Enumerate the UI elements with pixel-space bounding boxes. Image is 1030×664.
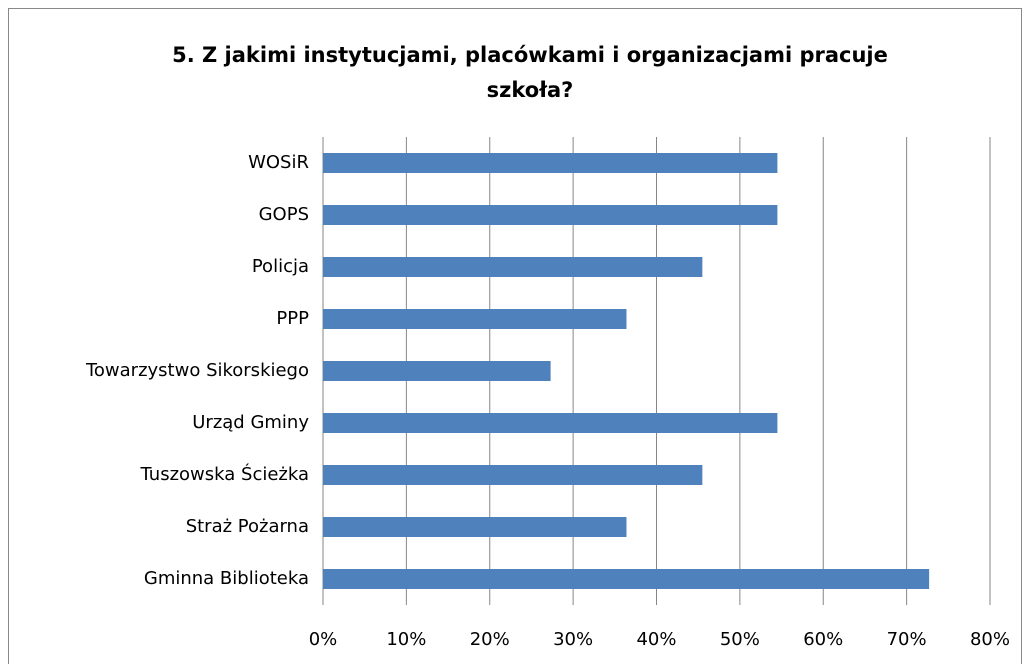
x-tick-label: 20% bbox=[470, 629, 510, 650]
bar bbox=[323, 413, 778, 433]
x-tick-label: 40% bbox=[636, 629, 676, 650]
x-tick-label: 70% bbox=[887, 629, 927, 650]
bar bbox=[323, 153, 778, 173]
x-tick-label: 80% bbox=[970, 629, 1010, 650]
y-tick-label: PPP bbox=[276, 308, 309, 329]
bar bbox=[323, 517, 627, 537]
bar bbox=[323, 257, 703, 277]
y-tick-label: Policja bbox=[252, 256, 309, 277]
y-tick-label: Urząd Gminy bbox=[192, 412, 309, 433]
bar bbox=[323, 361, 551, 381]
chart-frame bbox=[8, 8, 1022, 664]
y-tick-label: WOSiR bbox=[248, 152, 309, 173]
y-tick-label: Tuszowska Ścieżka bbox=[140, 463, 309, 485]
y-tick-label: Straż Pożarna bbox=[186, 516, 309, 537]
chart-title: 5. Z jakimi instytucjami, placówkami i o… bbox=[172, 43, 888, 102]
bar bbox=[323, 309, 627, 329]
bar bbox=[323, 205, 778, 225]
bar bbox=[323, 465, 703, 485]
x-tick-label: 50% bbox=[720, 629, 760, 650]
y-tick-label: Towarzystwo Sikorskiego bbox=[85, 360, 309, 381]
y-tick-label: Gminna Biblioteka bbox=[144, 568, 309, 589]
x-tick-label: 30% bbox=[553, 629, 593, 650]
x-tick-label: 10% bbox=[386, 629, 426, 650]
bar bbox=[323, 569, 930, 589]
x-tick-label: 0% bbox=[309, 629, 338, 650]
x-tick-label: 60% bbox=[803, 629, 843, 650]
y-tick-label: GOPS bbox=[259, 204, 309, 225]
